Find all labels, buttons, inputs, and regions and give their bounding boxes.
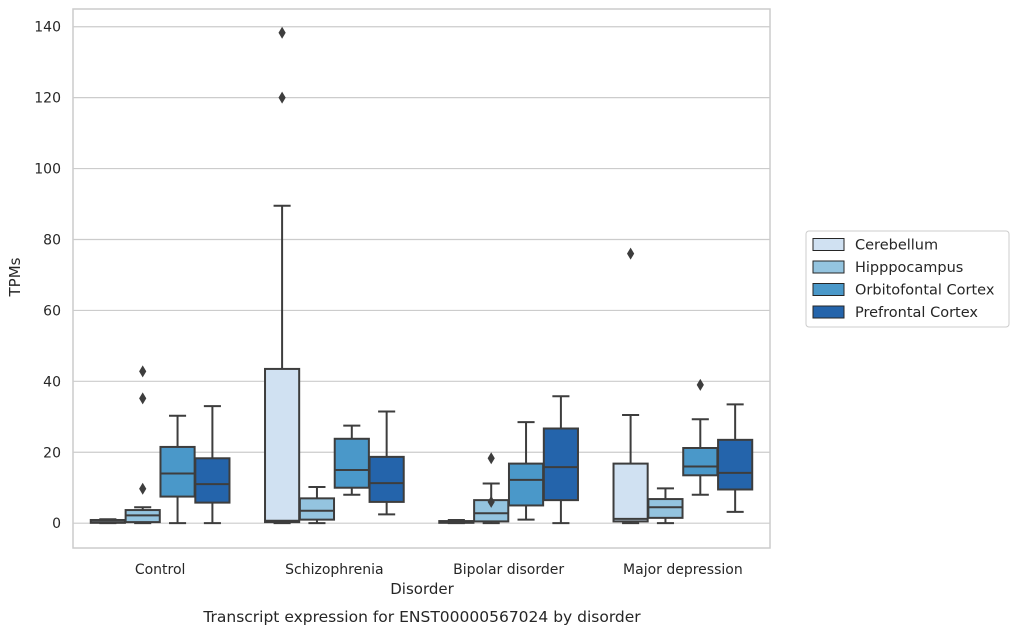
y-tick-label-40: 40 [43,374,61,390]
y-axis-title: TPMs [6,257,24,297]
box-prefrontal-cortex-bipolar-disorder [542,395,579,525]
box-orbitofontal-cortex-control [159,414,196,525]
y-tick-label-80: 80 [43,232,61,248]
y-tick-label-20: 20 [43,445,61,461]
outlier-point [278,91,286,104]
y-tick-label-0: 0 [52,516,61,532]
box-iqr [717,438,754,491]
box-iqr [194,457,231,504]
x-tick-label-schizophrenia: Schizophrenia [285,562,383,578]
box-iqr [507,462,545,507]
box-prefrontal-cortex-control [194,405,231,525]
legend-swatch-cerebellum [812,238,845,251]
legend: Cerebellum Hipppocampus Orbitofontal Corte… [805,230,1010,328]
legend-swatch-orbitofontal-cortex [812,283,845,296]
legend-label-cerebellum: Cerebellum [855,238,938,254]
box-orbitofontal-cortex-major-depression [682,378,719,496]
x-tick-labels: Control Schizophrenia Bipolar disorder Majo… [135,562,743,578]
box-cerebellum-major-depression [612,247,649,525]
box-iqr [264,367,301,524]
box-orbitofontal-cortex-schizophrenia [333,424,370,496]
box-hipppocampus-bipolar-disorder [473,452,510,525]
outlier-point [627,247,635,260]
box-cerebellum-control [89,518,126,525]
plot-area-frame [72,8,771,549]
box-prefrontal-cortex-schizophrenia [368,410,405,516]
x-tick-label-bipolar-disorder: Bipolar disorder [453,562,564,578]
box-iqr [682,447,719,477]
box-hipppocampus-schizophrenia [298,486,336,525]
legend-swatch-hipppocampus [812,260,845,274]
box-cerebellum-schizophrenia [264,26,301,525]
box-iqr [159,445,196,498]
legend-frame [805,230,1010,328]
outlier-point [139,482,147,495]
box-cerebellum-bipolar-disorder [438,518,475,525]
box-iqr [333,437,370,489]
box-iqr [298,497,336,521]
outlier-point [696,378,704,391]
x-tick-label-control: Control [135,562,186,578]
box-iqr [542,427,579,502]
outlier-point [487,452,495,465]
outlier-point [278,26,286,39]
outlier-point [139,365,147,378]
x-axis-title: Disorder [390,580,454,598]
y-tick-labels: 0 20 40 60 80 100 120 140 [34,20,61,532]
outlier-point [487,495,495,508]
boxes [89,26,754,525]
chart-caption: Transcript expression for ENST0000056702… [202,608,641,626]
legend-label-orbitofontal-cortex: Orbitofontal Cortex [855,283,995,299]
box-iqr [647,498,684,519]
x-tick-label-major-depression: Major depression [623,562,743,578]
y-tick-label-120: 120 [34,91,61,107]
outlier-point [139,392,147,405]
box-hipppocampus-major-depression [647,487,684,525]
y-tick-label-140: 140 [34,20,61,36]
legend-label-prefrontal-cortex: Prefrontal Cortex [855,305,978,321]
box-prefrontal-cortex-major-depression [717,403,754,513]
box-iqr [612,462,649,523]
y-tick-label-60: 60 [43,303,61,319]
box-hipppocampus-control [124,365,161,525]
y-tick-label-100: 100 [34,162,61,178]
legend-label-hipppocampus: Hipppocampus [855,260,963,276]
box-iqr [368,455,405,503]
legend-swatch-prefrontal-cortex [812,305,845,319]
